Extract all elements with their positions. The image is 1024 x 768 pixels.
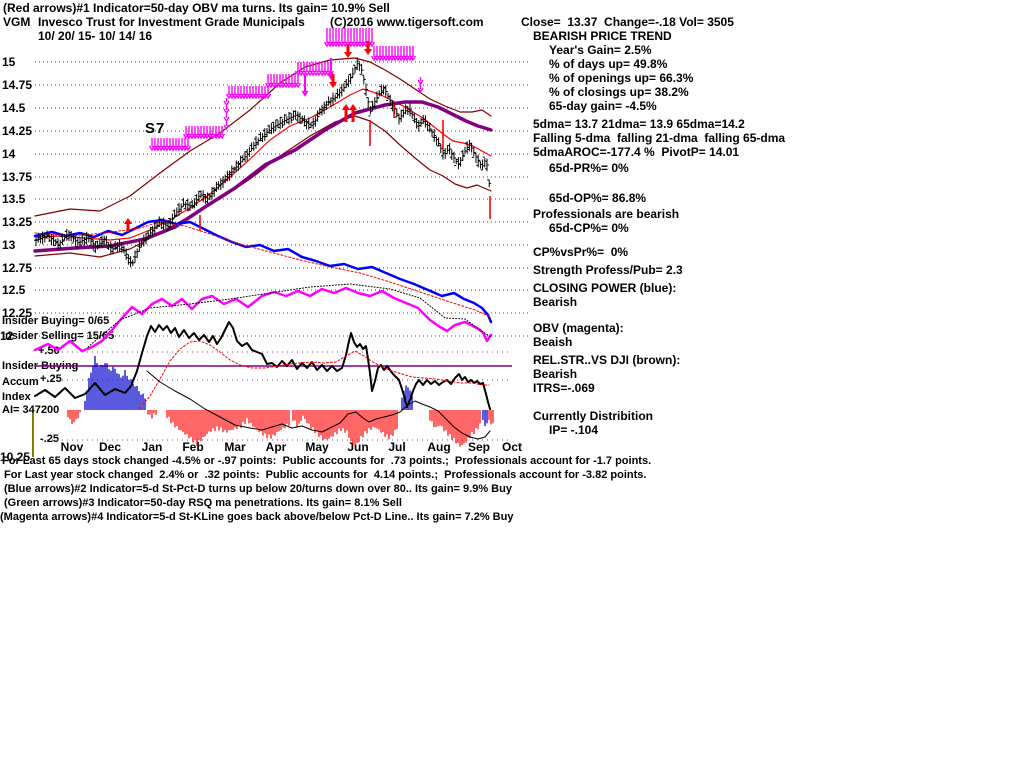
price-axis-label: 14.25 bbox=[2, 124, 33, 138]
stat-line: IP= -.104 bbox=[549, 423, 599, 437]
chart-label: 10.25 bbox=[0, 450, 31, 464]
price-axis-label: 12.75 bbox=[2, 261, 33, 275]
month-label: Sep bbox=[467, 440, 491, 454]
month-label: Jan bbox=[141, 440, 163, 454]
month-label: Aug bbox=[427, 440, 451, 454]
price-axis-label: 13.5 bbox=[2, 192, 26, 206]
stat-line: Falling 5-dma falling 21-dma falling 65-… bbox=[533, 131, 786, 145]
stat-line: 65-day gain= -4.5% bbox=[549, 99, 657, 113]
month-label: Dec bbox=[98, 440, 122, 454]
stat-line: CP%vsPr%= 0% bbox=[533, 245, 629, 259]
stat-line: Year's Gain= 2.5% bbox=[549, 43, 652, 57]
stat-line: % of openings up= 66.3% bbox=[549, 71, 694, 85]
insider-label: Insider Selling= 15/65 bbox=[2, 330, 115, 342]
insider-label: +.50 bbox=[38, 345, 60, 357]
stat-line: 65d-OP%= 86.8% bbox=[549, 191, 647, 205]
stat-line: 5dmaAROC=-177.4 % PivotP= 14.01 bbox=[533, 145, 740, 159]
summary-line: (Green arrows)#3 Indicator=50-day RSQ ma… bbox=[4, 497, 402, 509]
copyright-text: (C)2016 www.tigersoft.com bbox=[330, 15, 484, 29]
price-axis-label: 13.75 bbox=[2, 170, 33, 184]
stat-line: Bearish bbox=[533, 295, 578, 309]
stat-line: REL.STR..VS DJI (brown): bbox=[533, 353, 681, 367]
chart-label: S7 bbox=[145, 120, 166, 137]
insider-label: Index bbox=[2, 391, 31, 403]
price-axis-label: 14 bbox=[2, 147, 16, 161]
insider-label: -.25 bbox=[40, 433, 59, 445]
month-label: Nov bbox=[60, 440, 84, 454]
month-label: Oct bbox=[501, 440, 523, 454]
stat-line: % of closings up= 38.2% bbox=[549, 85, 689, 99]
indicator1-caption: (Red arrows)#1 Indicator=50-day OBV ma t… bbox=[3, 1, 390, 15]
close-change-volume: Close= 13.37 Change=-.18 Vol= 3505 bbox=[521, 15, 734, 29]
stat-line: Bearish bbox=[533, 367, 578, 381]
stat-line: 65d-CP%= 0% bbox=[549, 221, 629, 235]
stat-line: 5dma= 13.7 21dma= 13.9 65dma=14.2 bbox=[533, 117, 745, 131]
stat-line: Beaish bbox=[533, 335, 573, 349]
month-label: Mar bbox=[224, 440, 246, 454]
price-axis-label: 12.25 bbox=[2, 306, 33, 320]
stat-line: % of days up= 49.8% bbox=[549, 57, 668, 71]
month-label: Feb bbox=[182, 440, 204, 454]
stat-line: Professionals are bearish bbox=[533, 207, 680, 221]
security-title: Invesco Trust for Investment Grade Munic… bbox=[38, 15, 305, 29]
month-label: Apr bbox=[265, 440, 287, 454]
price-axis-label: 12.5 bbox=[2, 283, 26, 297]
price-axis-label: 13 bbox=[2, 238, 16, 252]
stat-line: OBV (magenta): bbox=[533, 321, 624, 335]
ticker-symbol: VGM bbox=[3, 15, 31, 29]
stat-line: 65d-PR%= 0% bbox=[549, 161, 629, 175]
insider-label: Insider Buying= 0/65 bbox=[2, 315, 110, 327]
month-label: May bbox=[305, 440, 329, 454]
price-axis-label: 13.25 bbox=[2, 215, 33, 229]
summary-line: For Last 65 days stock changed -4.5% or … bbox=[2, 455, 652, 467]
stat-line: ITRS=-.069 bbox=[533, 381, 595, 395]
stat-line: CLOSING POWER (blue): bbox=[533, 281, 677, 295]
date-range: 10/ 20/ 15- 10/ 14/ 16 bbox=[38, 29, 153, 43]
insider-label: +.25 bbox=[40, 373, 62, 385]
stat-line: Strength Profess/Pub= 2.3 bbox=[533, 263, 683, 277]
price-axis-label: 14.5 bbox=[2, 101, 26, 115]
price-axis-label: 14.75 bbox=[2, 78, 33, 92]
insider-label: AI= 347200 bbox=[2, 404, 60, 416]
summary-line: For Last year stock changed 2.4% or .32 … bbox=[4, 469, 647, 481]
price-axis-label: 15 bbox=[2, 55, 16, 69]
summary-line: (Magenta arrows)#4 Indicator=5-d St-KLin… bbox=[0, 511, 514, 523]
stat-line: Currently Distribition bbox=[533, 409, 654, 423]
insider-label: Accum bbox=[2, 376, 39, 388]
summary-line: (Blue arrows)#2 Indicator=5-d St-Pct-D t… bbox=[4, 483, 512, 495]
month-label: Jul bbox=[388, 440, 406, 454]
stat-line: BEARISH PRICE TREND bbox=[533, 29, 672, 43]
chart-label: 12 bbox=[0, 329, 14, 343]
